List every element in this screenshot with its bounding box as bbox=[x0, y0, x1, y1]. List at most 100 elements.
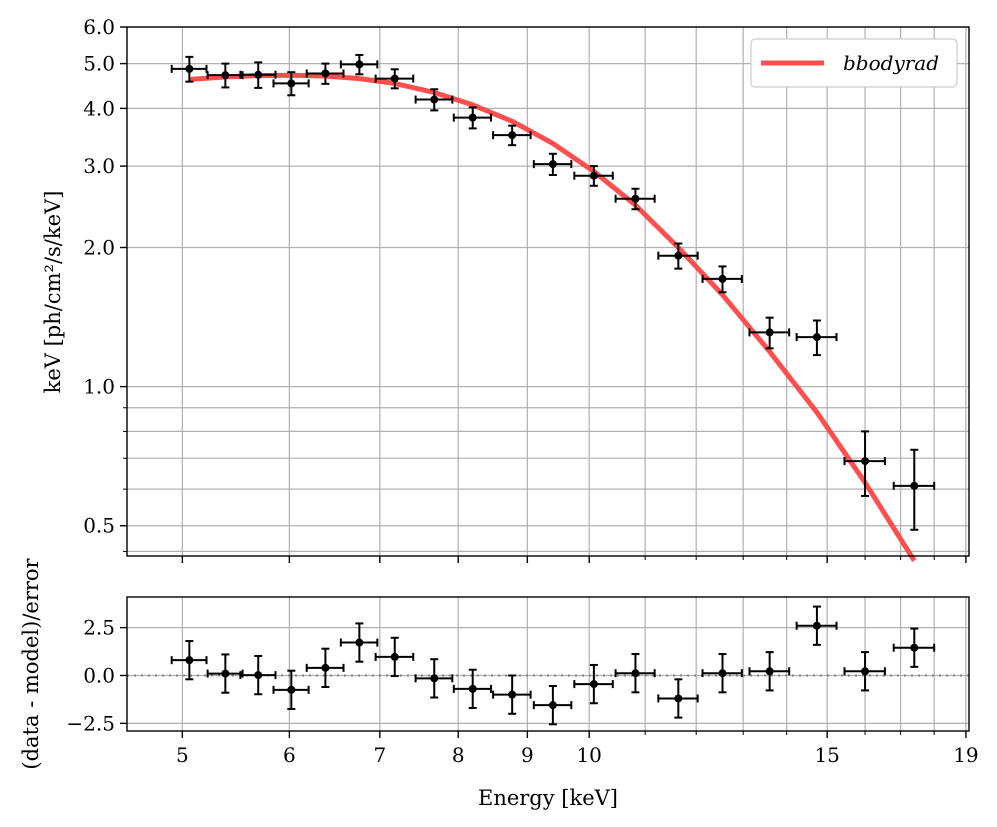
spectrum-data-point bbox=[452, 106, 493, 130]
data-marker bbox=[508, 131, 517, 140]
data-marker bbox=[718, 669, 727, 678]
spectrum-data-point bbox=[492, 124, 532, 147]
residual-data-point bbox=[272, 669, 310, 710]
y-tick-label-top: 0.5 bbox=[83, 514, 115, 538]
bottom-panel-grid bbox=[127, 597, 969, 731]
residual-data-point bbox=[892, 627, 936, 668]
y-tick-label-top: 2.0 bbox=[83, 235, 115, 259]
x-tick-label: 10 bbox=[576, 743, 601, 767]
residual-data-point bbox=[701, 653, 743, 694]
residual-data-point bbox=[795, 605, 838, 646]
residual-data-point bbox=[452, 668, 493, 710]
residual-data-point bbox=[532, 685, 573, 726]
data-marker bbox=[321, 663, 330, 672]
data-marker bbox=[468, 113, 477, 122]
data-marker bbox=[548, 160, 557, 169]
data-marker bbox=[631, 669, 640, 678]
legend-label-bbodyrad: bbodyrad bbox=[843, 51, 939, 75]
data-marker bbox=[674, 694, 683, 703]
residual-data-point bbox=[170, 640, 208, 681]
bottom-panel-residual-points bbox=[170, 605, 936, 726]
data-marker bbox=[861, 667, 870, 676]
residual-data-point bbox=[414, 658, 454, 699]
bottom-panel-ticks: 5 6 7 8 9 10 15 19 2.5 0.0 −2.5 bbox=[66, 616, 978, 767]
data-marker bbox=[910, 481, 919, 490]
residual-data-point bbox=[239, 654, 277, 696]
spectrum-data-point bbox=[795, 319, 838, 357]
data-marker bbox=[185, 64, 194, 73]
data-marker bbox=[674, 251, 683, 260]
data-marker bbox=[254, 671, 263, 680]
data-marker bbox=[910, 643, 919, 652]
spectrum-data-point bbox=[701, 265, 743, 294]
data-marker bbox=[287, 685, 296, 694]
y-tick-label-bottom: 0.0 bbox=[83, 663, 115, 687]
data-marker bbox=[631, 194, 640, 203]
x-tick-label: 8 bbox=[452, 743, 465, 767]
y-tick-label-bottom: 2.5 bbox=[83, 616, 115, 640]
residual-data-point bbox=[339, 622, 379, 663]
data-marker bbox=[355, 638, 364, 647]
spectrum-data-point bbox=[339, 53, 379, 76]
spectrum-data-point bbox=[748, 316, 791, 350]
spectrum-data-point bbox=[272, 71, 310, 97]
data-marker bbox=[185, 656, 194, 665]
bottom-panel-y-axis-label: (data - model)/error bbox=[19, 557, 43, 769]
data-marker bbox=[390, 74, 399, 83]
residual-data-point bbox=[206, 653, 244, 694]
data-marker bbox=[355, 60, 364, 69]
model-curve-bbodyrad bbox=[189, 72, 917, 563]
data-marker bbox=[548, 701, 557, 710]
x-tick-label: 5 bbox=[176, 743, 189, 767]
residual-data-point bbox=[374, 636, 415, 678]
spectrum-data-point bbox=[206, 62, 244, 89]
spectrum-data-point bbox=[532, 152, 573, 177]
data-marker bbox=[468, 684, 477, 693]
spectrum-data-point bbox=[892, 448, 936, 531]
data-marker bbox=[390, 652, 399, 661]
residual-data-point bbox=[305, 647, 345, 688]
bottom-panel-frame bbox=[126, 596, 970, 732]
residual-data-point bbox=[573, 663, 614, 705]
top-panel-data-points bbox=[170, 53, 936, 531]
y-tick-label-bottom: −2.5 bbox=[66, 711, 115, 735]
residual-data-point bbox=[657, 678, 699, 719]
y-tick-label-top: 4.0 bbox=[83, 96, 115, 120]
data-marker bbox=[765, 667, 774, 676]
spectrum-data-point bbox=[614, 187, 656, 211]
residual-data-point bbox=[748, 651, 791, 692]
data-marker bbox=[812, 333, 821, 342]
x-tick-label: 7 bbox=[373, 743, 386, 767]
data-marker bbox=[589, 680, 598, 689]
legend: bbodyrad bbox=[750, 38, 958, 88]
x-axis-label: Energy [keV] bbox=[478, 786, 618, 810]
data-marker bbox=[589, 171, 598, 180]
data-marker bbox=[254, 70, 263, 79]
y-tick-label-top: 1.0 bbox=[83, 375, 115, 399]
x-tick-label: 6 bbox=[283, 743, 296, 767]
data-marker bbox=[321, 69, 330, 78]
top-panel-ticks: 0.5 1.0 2.0 3.0 4.0 5.0 6.0 bbox=[83, 15, 967, 563]
residual-data-point bbox=[843, 651, 886, 692]
data-marker bbox=[221, 71, 230, 80]
residual-data-point bbox=[492, 674, 532, 715]
top-panel-frame bbox=[126, 26, 970, 557]
spectrum-data-point bbox=[305, 62, 345, 85]
model-curve-line bbox=[189, 72, 917, 563]
data-marker bbox=[430, 95, 439, 104]
legend-box bbox=[750, 38, 958, 88]
data-marker bbox=[430, 674, 439, 683]
data-marker bbox=[765, 328, 774, 337]
spectrum-data-point bbox=[239, 61, 277, 89]
data-marker bbox=[812, 621, 821, 630]
x-tick-label: 19 bbox=[953, 743, 978, 767]
top-panel-grid bbox=[127, 26, 969, 556]
y-tick-label-top: 3.0 bbox=[83, 154, 115, 178]
spectrum-data-point bbox=[374, 68, 415, 90]
spectrum-data-point bbox=[414, 88, 454, 112]
spectrum-data-point bbox=[573, 165, 614, 187]
data-marker bbox=[861, 457, 870, 466]
spectrum-data-point bbox=[657, 242, 699, 270]
y-tick-label-top: 6.0 bbox=[83, 15, 115, 39]
